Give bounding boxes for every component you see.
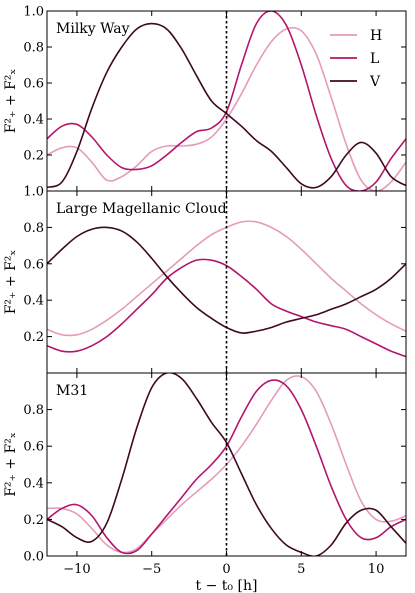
panel-1: 0.2 0.4 0.6 0.8 1.0 1.0 Milky Way F²₊ + F²ₓ: [3, 5, 407, 200]
y-tick-label: 0.0: [23, 550, 44, 565]
y-axis-title: F²₊ + F²ₓ: [3, 250, 19, 315]
panel-title: Large Magellanic Cloud: [56, 201, 227, 217]
x-tick-label: −10: [63, 562, 90, 577]
y-tick-label: 0.6: [23, 440, 44, 455]
y-tick-label: 0.4: [23, 294, 44, 309]
y-tick-label: 0.2: [23, 330, 44, 345]
series-line-L: [47, 379, 406, 555]
y-tick-label: 0.8: [23, 403, 44, 418]
y-tick-label: 1.0: [23, 185, 44, 200]
y-tick-label: 0.8: [23, 221, 44, 236]
y-tick-label: 0.6: [23, 257, 44, 272]
y-tick-label: 0.4: [23, 113, 44, 128]
y-tick-label: 0.4: [23, 476, 44, 491]
y-tick-label: 0.8: [23, 41, 44, 56]
y-axis-title: F²₊ + F²ₓ: [3, 69, 19, 134]
series-line-H: [47, 26, 406, 191]
legend-label-H: H: [370, 28, 382, 44]
panel-title: Milky Way: [56, 21, 130, 37]
y-tick-label: 0.2: [23, 149, 44, 164]
y-tick-label: 0.6: [23, 77, 44, 92]
legend-label-V: V: [369, 74, 381, 90]
legend-label-L: L: [370, 51, 379, 67]
panel-title: M31: [56, 383, 88, 399]
y-tick-label: 1.0: [23, 5, 44, 20]
panel-3: 0.0 0.2 0.4 0.6 0.8 M31 F²₊ + F²ₓ: [3, 372, 407, 565]
series-line-V: [47, 22, 406, 189]
y-tick-label: 0.2: [23, 513, 44, 528]
x-tick-label: 0: [222, 562, 230, 577]
panel-2: 0.2 0.4 0.6 0.8 Large Magellanic Cloud F²₊ + …: [3, 190, 407, 374]
x-axis-title: t − t₀ [h]: [196, 578, 258, 593]
legend: HLV: [330, 28, 382, 90]
x-tick-label: 5: [297, 562, 305, 577]
series-line-L: [47, 258, 406, 358]
x-tick-label: 10: [368, 562, 385, 577]
series-line-V: [47, 373, 406, 556]
y-axis-title: F²₊ + F²ₓ: [3, 432, 19, 497]
x-tick-label: −5: [142, 562, 161, 577]
